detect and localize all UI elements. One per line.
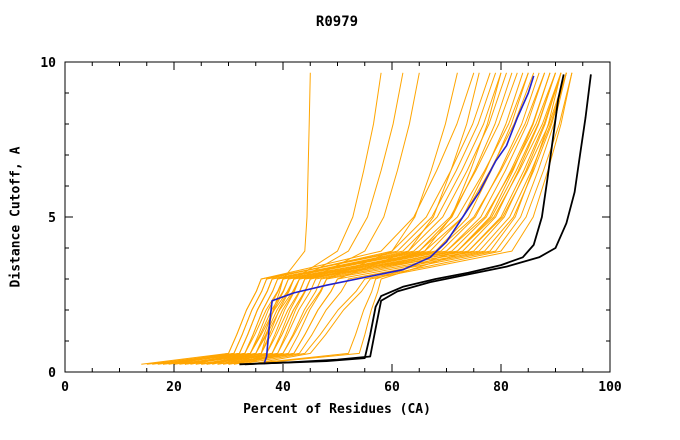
model-curves: [163, 72, 556, 365]
x-axis-label: Percent of Residues (CA): [243, 402, 431, 417]
model-curves: [228, 72, 567, 365]
model-curves: [233, 72, 480, 365]
model-curves: [217, 72, 567, 365]
y-tick-label: 5: [48, 211, 56, 226]
model-curves: [239, 72, 573, 365]
x-tick-label: 0: [61, 380, 69, 395]
black-curve-2: [244, 74, 592, 366]
model-curves: [233, 72, 551, 365]
y-tick-label: 10: [40, 56, 56, 71]
x-tick-label: 100: [598, 380, 622, 395]
x-tick-label: 40: [275, 380, 291, 395]
black-curve-1: [239, 74, 565, 366]
plot-frame: [64, 61, 611, 373]
model-curves: [163, 72, 475, 365]
y-tick-label: 0: [48, 366, 56, 381]
model-curves: [173, 72, 497, 365]
model-curves: [244, 72, 556, 365]
model-curves: [206, 72, 524, 365]
model-curves: [228, 72, 458, 365]
model-curves: [168, 72, 518, 365]
model-curves: [184, 72, 382, 365]
model-curves: [152, 72, 491, 365]
x-tick-label: 80: [493, 380, 509, 395]
model-curves: [206, 72, 562, 365]
x-tick-label: 20: [166, 380, 182, 395]
model-curves: [244, 72, 502, 365]
x-tick-label: 60: [384, 380, 400, 395]
plot-title: R0979: [315, 14, 359, 30]
y-axis-label: Distance Cutoff, A: [8, 146, 24, 288]
model-curves: [206, 72, 404, 365]
model-curves: [201, 72, 556, 365]
model-curves: [201, 72, 311, 365]
model-curves: [184, 72, 535, 365]
blue-model-curve: [263, 75, 535, 365]
model-curves: [250, 72, 562, 365]
model-curves: [146, 72, 529, 365]
model-curves: [217, 72, 420, 365]
model-curves: [217, 72, 513, 365]
